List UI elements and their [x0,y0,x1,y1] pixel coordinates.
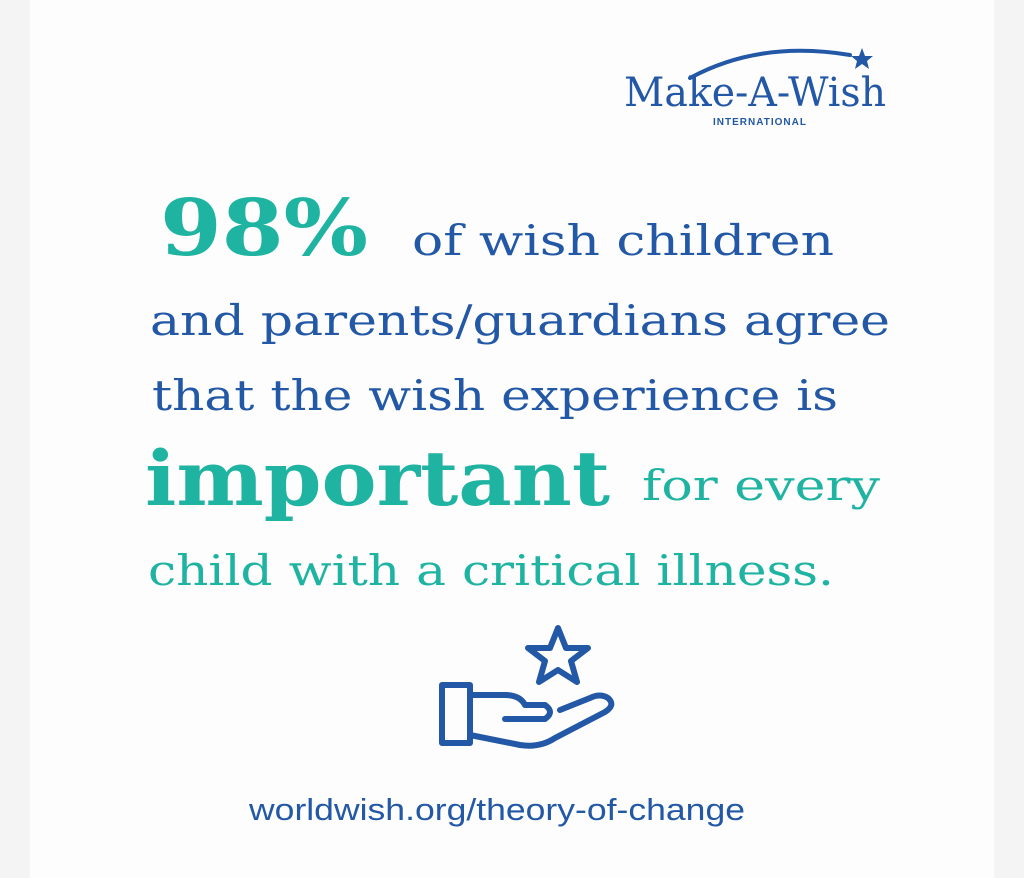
statement-line: of wish children [412,216,834,265]
statement-line: that the wish experience is [152,371,838,420]
statement-line: for every [642,461,880,510]
footer-url: worldwish.org/theory-of-change [248,792,745,827]
hand-star-icon [439,625,615,749]
logo-swoosh [688,48,852,80]
card [30,0,994,878]
statement-line: and parents/guardians agree [150,296,890,345]
statement-line: child with a critical illness. [148,546,834,595]
statement-emphasis: important [145,434,610,523]
statement-figure: 98% [160,183,368,274]
logo: Make-A-Wish INTERNATIONAL [624,48,886,128]
logo-name: Make-A-Wish [624,70,886,116]
logo-subtitle: INTERNATIONAL [713,117,807,128]
logo-star [851,48,873,69]
